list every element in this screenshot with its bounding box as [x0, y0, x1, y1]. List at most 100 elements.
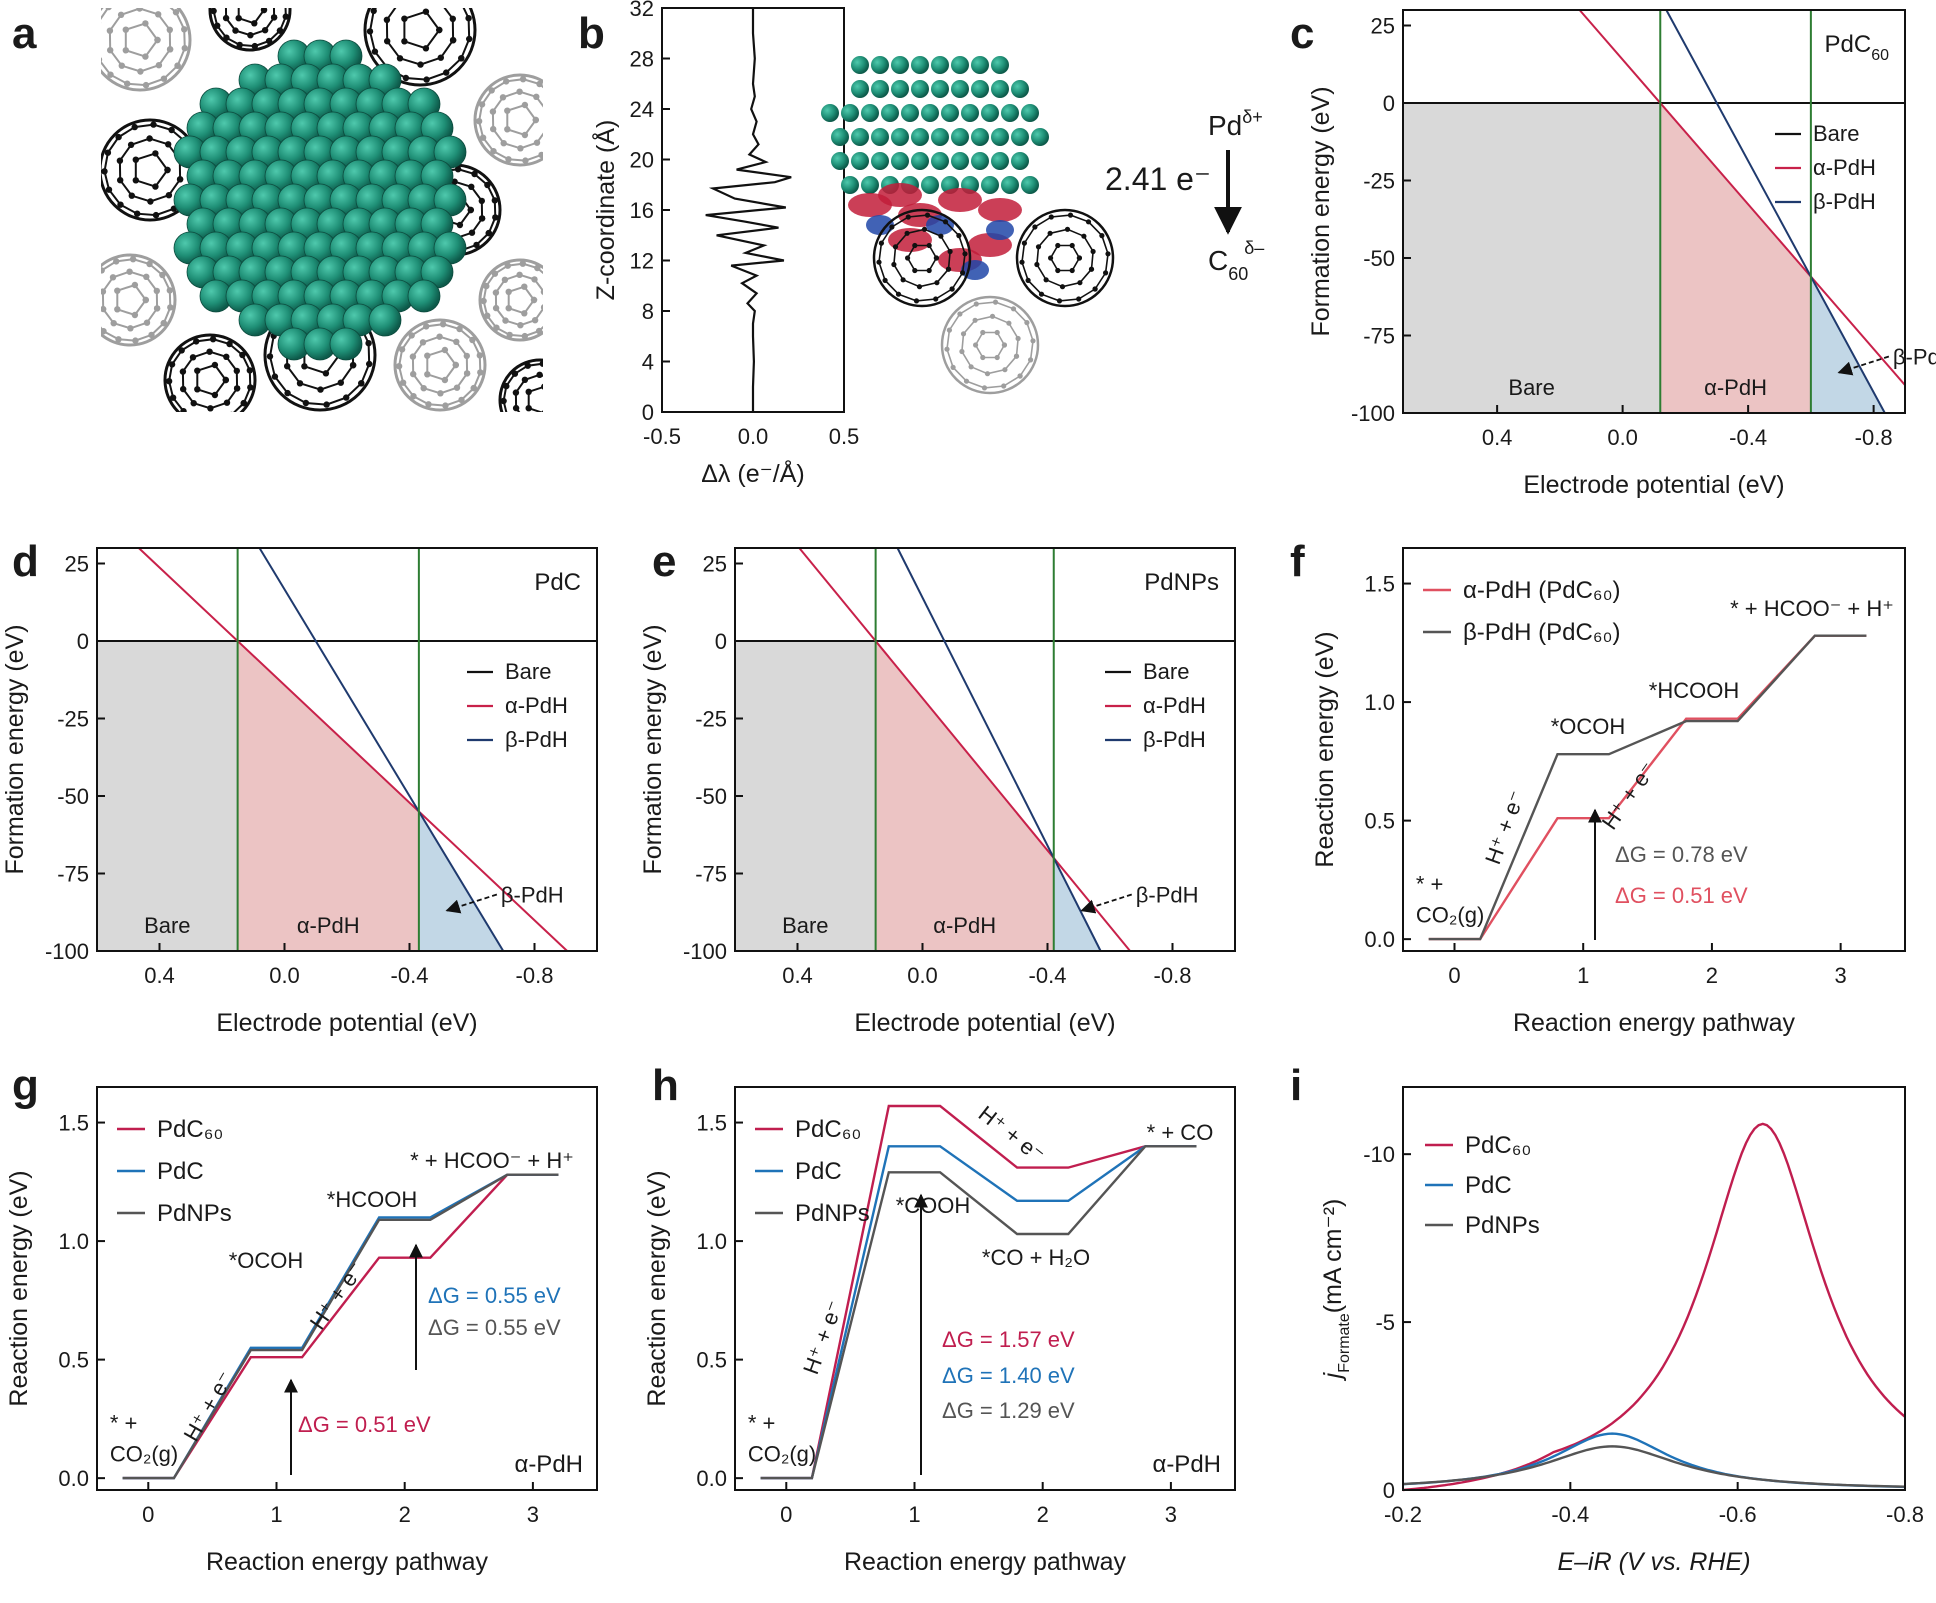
pd-atom — [961, 104, 979, 122]
c60-atom — [541, 410, 543, 412]
c60-atom — [89, 281, 95, 287]
c60-atom — [561, 389, 567, 395]
panel-b: b -0.5 0.0 0.5 0 4 8 12 16 20 24 28 32 Δλ (e⁻/Å) Z-co… — [578, 0, 1264, 488]
pd-atom — [911, 56, 929, 74]
y-axis-label: Z-coordinate (Å) — [590, 120, 620, 301]
pd-atom — [951, 56, 969, 74]
pd-atom — [911, 152, 929, 170]
c60-bond — [398, 323, 482, 407]
chart-e: 0.4 0.0 -0.4 -0.8 25 0 -25 -50 -75 -100 Electrode … — [639, 547, 1236, 1037]
c60-bond — [478, 78, 543, 162]
start-label: CO₂(g) — [1416, 903, 1484, 928]
chart-h: 0 1 2 3 0.0 0.5 1.0 1.5 Reaction energy pathway R… — [643, 1086, 1236, 1576]
legend-label: β-PdH (PdC₆₀) — [1463, 619, 1620, 646]
c60-atom — [544, 108, 550, 114]
c60-cage — [940, 295, 1040, 395]
c60-cage — [498, 358, 567, 428]
x-tick-label: 0.0 — [1607, 425, 1638, 450]
pd-atom — [851, 152, 869, 170]
pd-atom — [941, 104, 959, 122]
legend-label: PdC — [1465, 1172, 1512, 1199]
y-axis-label: Reaction energy (eV) — [5, 1170, 33, 1406]
y-axis-label: Reaction energy (eV) — [1311, 631, 1339, 867]
c60-atom — [212, 417, 218, 423]
legend-label: PdC — [795, 1158, 842, 1185]
c60-atom — [230, 411, 233, 412]
step-label: * + HCOO⁻ + H⁺ — [1730, 596, 1894, 621]
y-tick-label: -75 — [695, 862, 727, 887]
c60-atom — [537, 422, 543, 428]
c60-bond — [224, 8, 276, 37]
charge-transfer-value: 2.41 e⁻ — [1105, 161, 1211, 197]
pd-atom — [1011, 80, 1029, 98]
plot-frame — [1402, 9, 1906, 414]
c60-outline — [478, 258, 543, 342]
c60-bond — [118, 137, 182, 203]
start-label: CO₂(g) — [110, 1442, 178, 1467]
pd-atom — [911, 80, 929, 98]
y-tick-label: 0.0 — [1364, 927, 1395, 952]
delta-g-label: ΔG = 0.78 eV — [1615, 842, 1748, 867]
panel-d: d 0.4 0.0 -0.4 -0.8 25 0 -25 -50 -75 -100 Electrod… — [1, 537, 598, 1037]
legend-label: α-PdH — [505, 693, 568, 718]
legend-label: PdC — [157, 1158, 204, 1185]
y-tick-label: 0.0 — [696, 1466, 727, 1491]
pd-atom — [871, 128, 889, 146]
pd-atom — [851, 128, 869, 146]
pd-atom — [851, 80, 869, 98]
pd-atom — [841, 104, 859, 122]
y-tick-label: 1.5 — [58, 1111, 89, 1136]
c60-bond — [168, 338, 252, 412]
c60-outline — [473, 73, 543, 167]
alpha-region — [1660, 103, 1811, 413]
c60-atom — [522, 417, 528, 423]
pd-atom — [329, 327, 363, 361]
pd-atom — [971, 152, 989, 170]
x-tick-label: 0.5 — [829, 424, 860, 449]
y-axis-label: Formation energy (eV) — [1, 624, 29, 874]
alpha-pdh-line — [798, 547, 1131, 952]
pd-atom — [891, 152, 909, 170]
pd-atom — [871, 80, 889, 98]
y-tick-label: -75 — [57, 862, 89, 887]
pd-atom — [1021, 176, 1039, 194]
y-tick-label: 0.5 — [58, 1348, 89, 1373]
delta-g-label: ΔG = 0.55 eV — [428, 1315, 561, 1340]
step-label: *HCOOH — [327, 1187, 417, 1212]
y-tick-label: 1.0 — [696, 1229, 727, 1254]
pd-atom — [1031, 128, 1049, 146]
x-tick-label: -0.5 — [643, 424, 681, 449]
chart-title-sub: 60 — [1871, 47, 1889, 64]
delta-g-label: ΔG = 0.51 eV — [1615, 883, 1748, 908]
c60-atom — [504, 413, 510, 419]
y-tick-label: 0 — [1383, 91, 1395, 116]
c60-outline — [101, 253, 177, 347]
region-label-alpha: α-PdH — [1704, 375, 1767, 400]
panel-label-e: e — [652, 537, 676, 586]
panel-label-g: g — [12, 1061, 39, 1110]
y-axis-label: jFormate(mA cm⁻²) — [1319, 1199, 1353, 1382]
beta-arrow-label: β-PdH — [501, 883, 564, 908]
pd-atom — [831, 128, 849, 146]
c60-bond — [101, 270, 159, 330]
delta-g-label: ΔG = 1.29 eV — [942, 1398, 1075, 1423]
c60-bond — [124, 22, 159, 58]
c60-bond — [237, 8, 265, 25]
c60-atom — [551, 397, 557, 403]
legend-label: α-PdH (PdC₆₀) — [1463, 577, 1621, 604]
panel-e: e 0.4 0.0 -0.4 -0.8 25 0 -25 -50 -75 -100 Electrod… — [639, 537, 1236, 1037]
c60-atom — [546, 275, 552, 281]
bare-region — [1403, 103, 1661, 413]
chart-g: 0 1 2 3 0.0 0.5 1.0 1.5 Reaction energy pathway R… — [5, 1086, 598, 1576]
pd-atom — [931, 56, 949, 74]
corner-label: α-PdH — [514, 1451, 583, 1478]
c60-cage — [393, 318, 487, 412]
c60-atom — [544, 125, 550, 131]
y-tick-label: 25 — [703, 552, 727, 577]
c60-atom — [557, 124, 563, 130]
c60-outline — [498, 358, 543, 412]
y-tick-label: 1.5 — [696, 1111, 727, 1136]
c60-atom — [195, 416, 201, 422]
x-tick-label: -0.4 — [391, 963, 429, 988]
